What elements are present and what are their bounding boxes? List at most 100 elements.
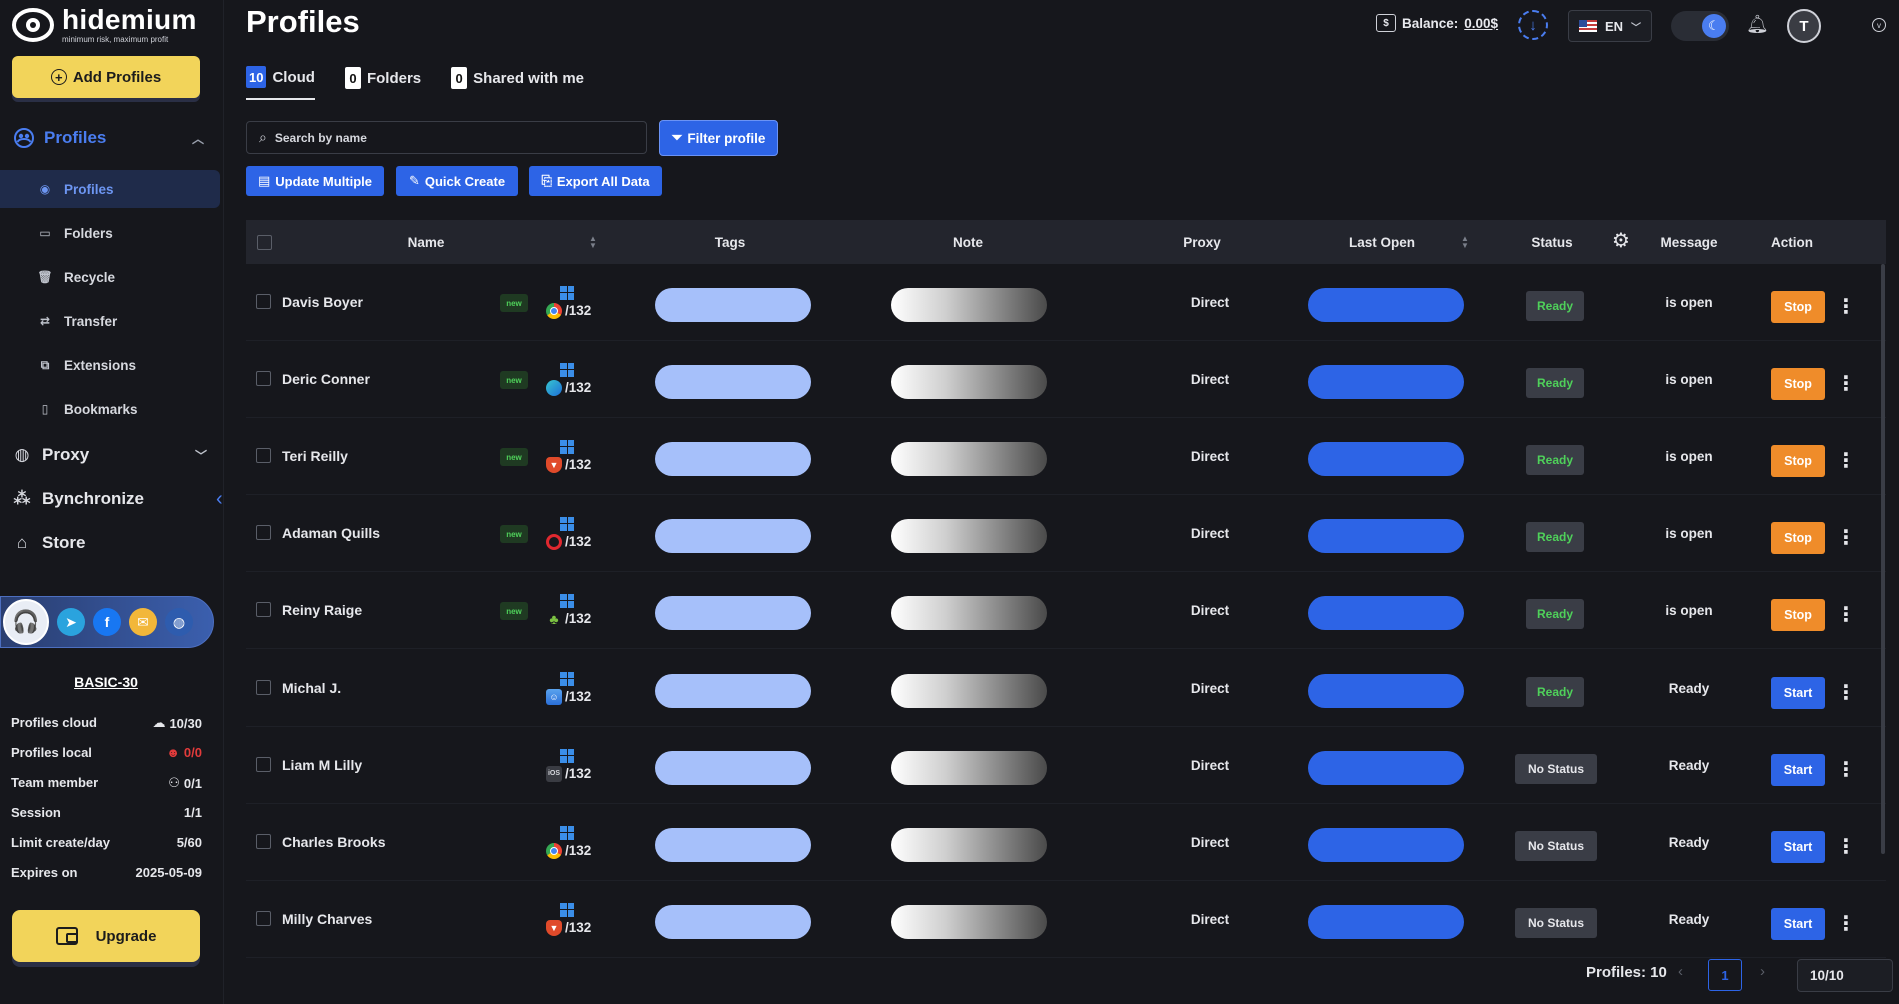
upgrade-button[interactable]: Upgrade bbox=[12, 910, 200, 962]
more-vertical-icon[interactable]: ⋮ bbox=[1836, 835, 1856, 858]
more-vertical-icon[interactable]: ⋮ bbox=[1836, 758, 1856, 781]
stop-button[interactable]: Stop bbox=[1771, 599, 1825, 631]
tags-placeholder[interactable] bbox=[655, 751, 811, 785]
profile-name[interactable]: Charles Brooks bbox=[282, 834, 386, 850]
note-placeholder[interactable] bbox=[891, 596, 1047, 630]
row-checkbox[interactable] bbox=[256, 680, 271, 695]
start-button[interactable]: Start bbox=[1771, 908, 1825, 940]
row-checkbox[interactable] bbox=[256, 602, 271, 617]
sidebar-item-bookmarks[interactable]: ▯ Bookmarks bbox=[0, 390, 220, 428]
nav-item-proxy[interactable]: ◍ Proxy ﹀ bbox=[12, 445, 207, 465]
row-checkbox[interactable] bbox=[256, 448, 271, 463]
note-placeholder[interactable] bbox=[891, 905, 1047, 939]
start-button[interactable]: Start bbox=[1771, 677, 1825, 709]
more-vertical-icon[interactable]: ⋮ bbox=[1836, 372, 1856, 395]
more-vertical-icon[interactable]: ⋮ bbox=[1836, 526, 1856, 549]
profile-name[interactable]: Liam M Lilly bbox=[282, 757, 363, 773]
sort-last-open-icon[interactable]: ▲ ▼ bbox=[1461, 234, 1469, 250]
tags-placeholder[interactable] bbox=[655, 674, 811, 708]
profile-name[interactable]: Reiny Raige bbox=[282, 602, 363, 618]
page-prev-chevron-icon[interactable]: ‹ bbox=[1678, 963, 1683, 980]
sidebar-collapse-chevron-icon[interactable]: ‹ bbox=[216, 488, 223, 510]
tab-cloud[interactable]: 10 Cloud bbox=[246, 66, 315, 100]
tab-shared-with-me[interactable]: 0 Shared with me bbox=[451, 66, 584, 100]
table-scrollbar[interactable] bbox=[1881, 264, 1885, 854]
note-placeholder[interactable] bbox=[891, 674, 1047, 708]
page-size-select[interactable]: 10/10 bbox=[1797, 959, 1893, 992]
note-placeholder[interactable] bbox=[891, 519, 1047, 553]
website-globe-icon[interactable]: ◍ bbox=[165, 608, 193, 636]
tags-placeholder[interactable] bbox=[655, 519, 811, 553]
profile-name[interactable]: Milly Charves bbox=[282, 911, 373, 927]
profile-name[interactable]: Adaman Quills bbox=[282, 525, 381, 541]
row-checkbox[interactable] bbox=[256, 371, 271, 386]
stop-button[interactable]: Stop bbox=[1771, 522, 1825, 554]
note-placeholder[interactable] bbox=[891, 442, 1047, 476]
column-name[interactable]: Name bbox=[407, 234, 445, 250]
tags-placeholder[interactable] bbox=[655, 828, 811, 862]
row-checkbox[interactable] bbox=[256, 525, 271, 540]
table-row[interactable]: Teri Reilly new ▼/132 Direct Ready is open Sto… bbox=[246, 418, 1886, 495]
profile-name[interactable]: Davis Boyer bbox=[282, 294, 363, 310]
profile-name[interactable]: Michal J. bbox=[282, 680, 342, 696]
mail-icon[interactable]: ✉ bbox=[129, 608, 157, 636]
table-row[interactable]: Michal J. ☺/132 Direct Ready Ready Start ⋮ bbox=[246, 650, 1886, 727]
language-select[interactable]: EN ﹀ bbox=[1568, 10, 1652, 42]
more-vertical-icon[interactable]: ⋮ bbox=[1836, 603, 1856, 626]
more-vertical-icon[interactable]: ⋮ bbox=[1836, 449, 1856, 472]
tags-placeholder[interactable] bbox=[655, 288, 811, 322]
note-placeholder[interactable] bbox=[891, 751, 1047, 785]
telegram-icon[interactable]: ➤ bbox=[57, 608, 85, 636]
filter-profile-button[interactable]: ⏷ Filter profile bbox=[659, 120, 778, 156]
tags-placeholder[interactable] bbox=[655, 905, 811, 939]
sidebar-item-transfer[interactable]: ⇄ Transfer bbox=[0, 302, 220, 340]
plan-name[interactable]: BASIC-30 bbox=[74, 674, 138, 690]
tab-folders[interactable]: 0 Folders bbox=[344, 66, 421, 100]
bell-icon[interactable]: 🔔︎ bbox=[1746, 14, 1769, 34]
sidebar-item-profiles[interactable]: ◉ Profiles bbox=[0, 170, 220, 208]
profile-name[interactable]: Teri Reilly bbox=[282, 448, 348, 464]
start-button[interactable]: Start bbox=[1771, 831, 1825, 863]
table-row[interactable]: Deric Conner new/132 Direct Ready is open Sto… bbox=[246, 341, 1886, 418]
stop-button[interactable]: Stop bbox=[1771, 291, 1825, 323]
row-checkbox[interactable] bbox=[256, 757, 271, 772]
headset-support-icon[interactable]: 🎧 bbox=[3, 599, 49, 645]
row-checkbox[interactable] bbox=[256, 294, 271, 309]
start-button[interactable]: Start bbox=[1771, 754, 1825, 786]
balance[interactable]: $ Balance: 0.00$ bbox=[1376, 14, 1498, 32]
page-next-chevron-icon[interactable]: › bbox=[1760, 963, 1765, 980]
nav-item-store[interactable]: ⌂ Store bbox=[12, 533, 207, 553]
column-last-open[interactable]: Last Open bbox=[1348, 234, 1415, 250]
download-icon[interactable]: ↓ bbox=[1518, 10, 1548, 40]
column-settings-gear-icon[interactable]: ⚙ bbox=[1612, 230, 1630, 252]
page-current[interactable]: 1 bbox=[1708, 959, 1742, 991]
table-row[interactable]: Adaman Quills new/132 Direct Ready is open St… bbox=[246, 495, 1886, 572]
stop-button[interactable]: Stop bbox=[1771, 445, 1825, 477]
select-all-checkbox[interactable] bbox=[256, 220, 272, 264]
quick-create-button[interactable]: ✎ Quick Create bbox=[396, 166, 518, 196]
table-row[interactable]: Charles Brooks/132 Direct No Status Ready St… bbox=[246, 804, 1886, 881]
table-row[interactable]: Davis Boyer new/132 Direct Ready is open Stop… bbox=[246, 264, 1886, 341]
sidebar-item-folders[interactable]: ▭ Folders bbox=[0, 214, 220, 252]
add-profiles-button[interactable]: + Add Profiles bbox=[12, 56, 200, 98]
table-row[interactable]: Liam M Lilly iOS/132 Direct No Status Ready S… bbox=[246, 727, 1886, 804]
table-row[interactable]: Milly Charves ▼/132 Direct No Status Ready St… bbox=[246, 881, 1886, 958]
note-placeholder[interactable] bbox=[891, 288, 1047, 322]
more-vertical-icon[interactable]: ⋮ bbox=[1836, 681, 1856, 704]
more-vertical-icon[interactable]: ⋮ bbox=[1836, 295, 1856, 318]
stop-button[interactable]: Stop bbox=[1771, 368, 1825, 400]
tags-placeholder[interactable] bbox=[655, 365, 811, 399]
tags-placeholder[interactable] bbox=[655, 442, 811, 476]
search-input[interactable] bbox=[274, 130, 615, 145]
nav-group-profiles[interactable]: Profiles ︿ bbox=[14, 128, 204, 148]
avatar[interactable]: T bbox=[1787, 9, 1821, 43]
note-placeholder[interactable] bbox=[891, 828, 1047, 862]
nav-item-synchronize[interactable]: ⁂ Bynchronize bbox=[12, 489, 207, 509]
more-vertical-icon[interactable]: ⋮ bbox=[1836, 912, 1856, 935]
sidebar-item-extensions[interactable]: ⧉ Extensions bbox=[0, 346, 220, 384]
profile-name[interactable]: Deric Conner bbox=[282, 371, 370, 387]
row-checkbox[interactable] bbox=[256, 911, 271, 926]
table-row[interactable]: Reiny Raige new ♣ /132 Direct Ready is open Sto… bbox=[246, 572, 1886, 649]
theme-toggle[interactable]: ☾ bbox=[1671, 11, 1729, 41]
sort-name-icon[interactable]: ▲ ▼ bbox=[589, 234, 597, 250]
